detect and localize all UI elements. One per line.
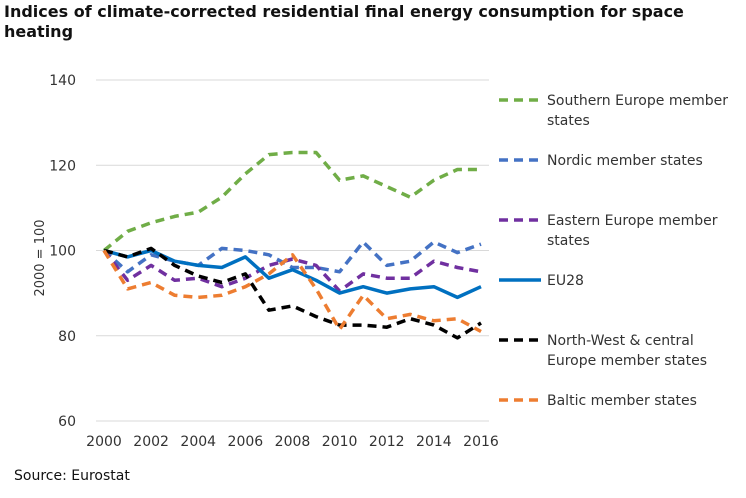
series-line-0 <box>102 150 481 252</box>
legend: Southern Europe member states Nordic membe… <box>499 93 728 409</box>
y-tick-label: 140 <box>49 73 76 89</box>
x-tick-label: 2010 <box>322 434 358 450</box>
y-axis-ticks: 60 80 100 120 140 <box>49 73 76 430</box>
legend-label: Baltic member states <box>547 393 697 409</box>
series-line-4 <box>103 246 482 340</box>
x-tick-label: 2014 <box>416 434 452 450</box>
x-tick-label: 2008 <box>275 434 311 450</box>
series-lines <box>102 150 482 340</box>
x-tick-label: 2002 <box>133 434 169 450</box>
x-axis-ticks: 2000 2002 2004 2006 2008 2010 2012 2014 2016 <box>86 434 499 450</box>
legend-label: Nordic member states <box>547 153 703 169</box>
x-tick-label: 2004 <box>180 434 216 450</box>
x-tick-label: 2006 <box>228 434 264 450</box>
gridlines <box>96 79 489 422</box>
x-tick-label: 2000 <box>86 434 122 450</box>
y-tick-label: 60 <box>58 414 76 430</box>
legend-label: Southern Europe member states <box>547 93 728 129</box>
x-tick-label: 2016 <box>463 434 499 450</box>
chart-title: Indices of climate-corrected residential… <box>4 2 684 41</box>
y-tick-label: 100 <box>49 244 76 260</box>
legend-label: Eastern Europe member states <box>547 213 718 249</box>
x-tick-label: 2012 <box>369 434 405 450</box>
y-tick-label: 120 <box>49 158 76 174</box>
series-line-2 <box>102 249 482 293</box>
legend-label: EU28 <box>547 273 584 289</box>
y-axis-label: 2000 = 100 <box>33 219 48 296</box>
legend-label: North-West & central Europe member states <box>547 333 707 369</box>
y-tick-label: 80 <box>58 329 76 345</box>
source-note: Source: Eurostat <box>14 468 130 484</box>
series-line-5 <box>102 249 482 334</box>
